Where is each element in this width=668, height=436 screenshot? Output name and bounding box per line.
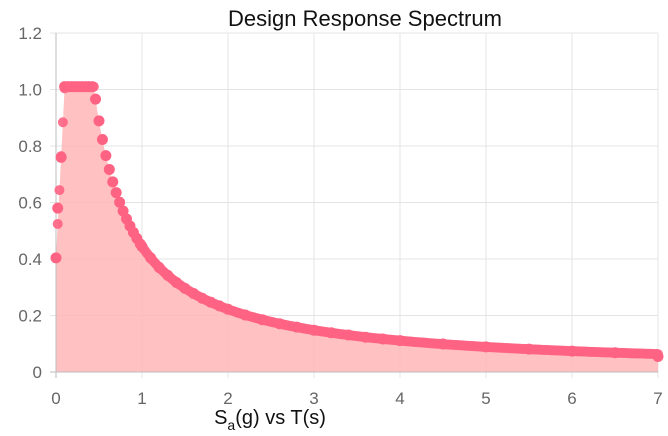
data-point xyxy=(291,321,303,333)
data-point xyxy=(222,303,234,315)
x-tick-label: 5 xyxy=(481,389,490,408)
data-point xyxy=(308,324,320,336)
x-axis-label: Sa(g) vs T(s) xyxy=(214,407,326,433)
x-tick-label: 3 xyxy=(309,389,318,408)
data-point xyxy=(437,338,449,350)
data-point xyxy=(162,269,174,281)
x-tick-label: 6 xyxy=(567,389,576,408)
data-point xyxy=(377,333,389,345)
data-point xyxy=(86,81,98,93)
data-point xyxy=(652,350,664,362)
area-fill xyxy=(56,86,658,373)
spectrum-marker xyxy=(54,185,65,196)
data-point xyxy=(239,309,251,321)
data-point xyxy=(274,318,286,330)
x-tick-label: 0 xyxy=(51,389,60,408)
data-point xyxy=(50,252,62,264)
data-point xyxy=(480,341,492,353)
x-tick-label: 2 xyxy=(223,389,232,408)
y-tick-label: 0 xyxy=(33,363,42,382)
data-point xyxy=(360,331,372,343)
data-point xyxy=(566,345,578,357)
data-point xyxy=(93,115,105,127)
data-point xyxy=(188,287,200,299)
data-point xyxy=(609,347,621,359)
data-point xyxy=(55,151,67,163)
data-point xyxy=(325,327,337,339)
chart-title: Design Response Spectrum xyxy=(228,6,502,31)
y-tick-label: 0.8 xyxy=(18,137,42,156)
y-tick-label: 0.2 xyxy=(18,307,42,326)
y-tick-label: 0.4 xyxy=(18,250,42,269)
data-point xyxy=(205,296,217,308)
data-point xyxy=(213,300,225,312)
tick-labels: 0 1 2 3 4 5 6 7 0 0.2 0.4 0.6 0.8 1.0 1.2 xyxy=(18,24,662,408)
x-axis-label-subscript: a xyxy=(227,417,235,433)
data-point xyxy=(107,176,119,188)
x-tick-label: 7 xyxy=(653,389,662,408)
x-tick-label: 1 xyxy=(137,389,146,408)
spectrum-marker xyxy=(52,218,63,229)
data-point xyxy=(103,163,115,175)
x-axis-label-rest: (g) vs T(s) xyxy=(235,407,326,429)
data-point xyxy=(90,93,102,105)
data-point xyxy=(256,314,268,326)
data-point xyxy=(523,343,535,355)
data-point xyxy=(52,202,64,214)
data-point xyxy=(394,335,406,347)
data-point xyxy=(110,187,122,199)
data-point xyxy=(179,282,191,294)
data-point xyxy=(145,252,157,264)
y-tick-label: 1.0 xyxy=(18,81,42,100)
data-points xyxy=(50,81,664,362)
data-point xyxy=(170,276,182,288)
y-tick-label: 0.6 xyxy=(18,194,42,213)
data-point xyxy=(96,134,108,145)
data-point xyxy=(196,292,208,304)
data-point xyxy=(100,150,112,162)
x-axis-label-base: S xyxy=(214,407,227,429)
x-tick-label: 4 xyxy=(395,389,404,408)
y-tick-label: 1.2 xyxy=(18,24,42,43)
spectrum-marker xyxy=(57,117,68,128)
data-point xyxy=(136,241,148,253)
data-point xyxy=(114,196,126,208)
data-point xyxy=(153,261,165,273)
data-point xyxy=(342,329,354,341)
